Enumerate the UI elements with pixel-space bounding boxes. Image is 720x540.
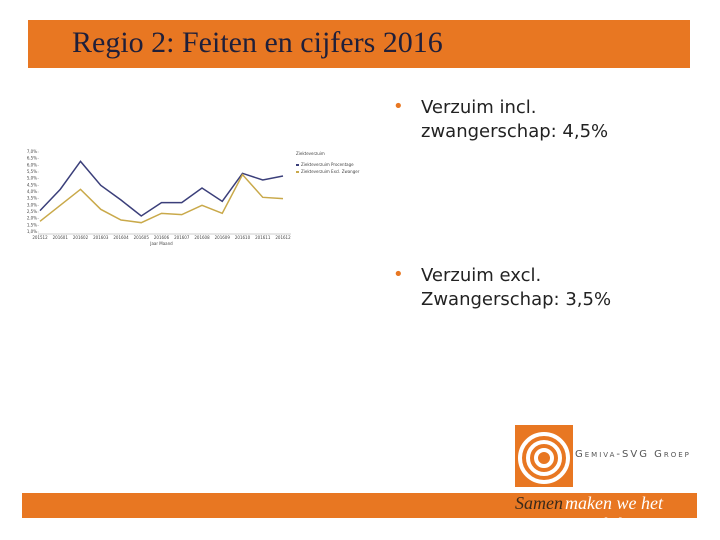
y-tick-label: 6,0%	[27, 162, 37, 167]
y-tick-label: 5,5%	[27, 169, 37, 174]
x-tick-label: 201607	[174, 235, 190, 240]
x-tick-label: 201602	[73, 235, 89, 240]
y-tick-label: 2,0%	[27, 216, 37, 221]
x-tick-label: 201604	[113, 235, 129, 240]
x-tick-label: 201610	[235, 235, 251, 240]
x-tick-label: 201608	[194, 235, 210, 240]
logo-text: Gemiva-SVG Groep	[575, 449, 691, 460]
bullet-text: Verzuim incl. zwangerschap: 4,5%	[421, 97, 609, 142]
x-tick-label: 201512	[32, 235, 48, 240]
legend-entry: Ziekteverzuim Procentage	[301, 162, 354, 167]
legend-title: Ziekteverzuim	[296, 151, 325, 156]
y-tick-label: 2,5%	[27, 209, 37, 214]
bullet-text: Verzuim excl. Zwangerschap: 3,5%	[421, 265, 612, 310]
y-tick-label: 7,0%	[27, 149, 37, 154]
series-line	[39, 173, 284, 224]
slide-title: Regio 2: Feiten en cijfers 2016	[72, 26, 443, 59]
x-tick-label: 201605	[134, 235, 150, 240]
x-tick-label: 201601	[53, 235, 69, 240]
legend-swatch	[296, 171, 299, 173]
y-tick-label: 3,0%	[27, 202, 37, 207]
logo-mark	[515, 425, 573, 487]
y-tick-label: 5,0%	[27, 176, 37, 181]
y-tick-label: 1,0%	[27, 229, 37, 234]
series-line	[39, 160, 284, 217]
y-tick-label: 4,5%	[27, 182, 37, 187]
y-tick-label: 6,5%	[27, 156, 37, 161]
bullet: Verzuim incl. zwangerschap: 4,5%	[393, 96, 673, 144]
footer-highlight: Samen	[515, 493, 563, 513]
footer-text: maken we het verschil	[565, 493, 663, 534]
legend-entry: Ziekteverzuim Excl. Zwanger	[301, 169, 360, 174]
x-tick-label: 201603	[93, 235, 109, 240]
legend-swatch	[296, 164, 299, 166]
x-tick-label: 201611	[255, 235, 271, 240]
bullet: Verzuim excl. Zwangerschap: 3,5%	[393, 264, 673, 312]
x-tick-label: 201606	[154, 235, 170, 240]
x-tick-label: 201612	[275, 235, 291, 240]
x-tick-label: 201609	[215, 235, 231, 240]
y-tick-label: 1,5%	[27, 222, 37, 227]
footer-bar	[22, 493, 697, 518]
y-tick-label: 4,0%	[27, 189, 37, 194]
x-axis-title: Jaar Maand	[149, 241, 173, 246]
title-bar	[28, 20, 690, 68]
y-tick-label: 3,5%	[27, 196, 37, 201]
